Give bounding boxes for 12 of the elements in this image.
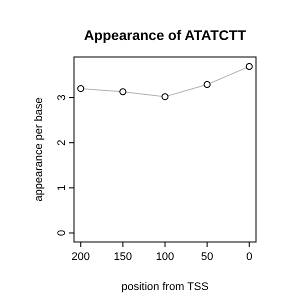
x-tick-label: 100 — [156, 251, 174, 263]
chart-title: Appearance of ATATCTT — [84, 27, 246, 43]
y-tick-label: 0 — [56, 230, 68, 236]
y-axis-title: appearance per base — [33, 98, 45, 202]
x-tick-label: 50 — [201, 251, 214, 263]
x-tick-label: 200 — [72, 251, 90, 263]
y-tick-label: 2 — [56, 140, 68, 146]
x-tick-label: 0 — [246, 251, 252, 263]
x-axis-title: position from TSS — [121, 281, 209, 293]
y-tick-label: 3 — [56, 94, 68, 101]
x-tick-label: 150 — [114, 251, 132, 263]
y-tick-label: 1 — [56, 184, 68, 191]
